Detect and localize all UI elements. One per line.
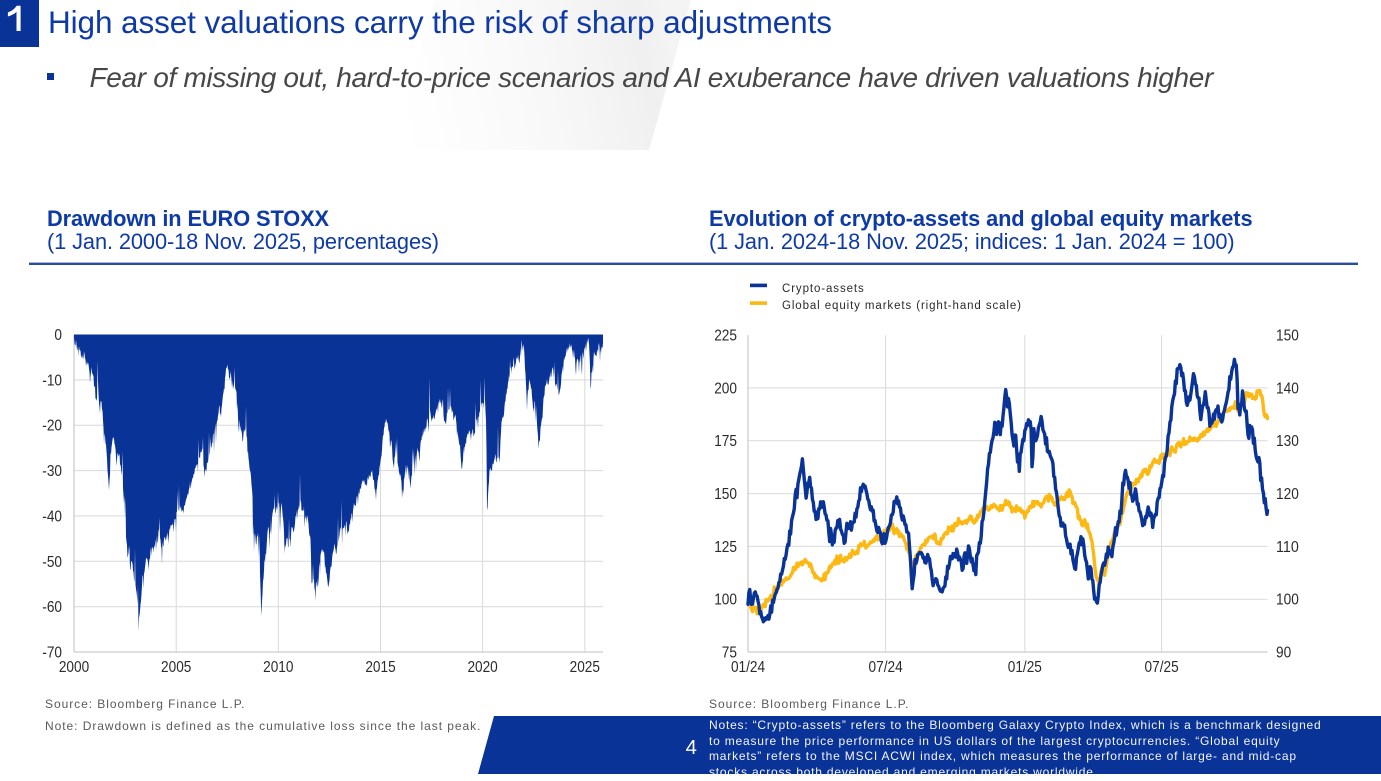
svg-text:07/25: 07/25 <box>1145 659 1179 676</box>
svg-text:225: 225 <box>714 328 737 345</box>
svg-text:75: 75 <box>722 645 737 662</box>
svg-text:110: 110 <box>1276 539 1299 556</box>
svg-text:130: 130 <box>1276 433 1299 450</box>
svg-text:2020: 2020 <box>467 659 498 676</box>
svg-text:-30: -30 <box>42 463 62 480</box>
svg-text:-70: -70 <box>42 645 62 662</box>
svg-text:175: 175 <box>714 433 737 450</box>
svg-text:2000: 2000 <box>59 659 90 676</box>
svg-text:90: 90 <box>1276 645 1292 662</box>
svg-text:-50: -50 <box>42 554 62 571</box>
svg-text:2015: 2015 <box>365 659 395 676</box>
svg-text:125: 125 <box>714 539 737 556</box>
svg-text:-40: -40 <box>42 508 62 525</box>
svg-text:07/24: 07/24 <box>869 659 903 676</box>
svg-text:140: 140 <box>1276 380 1299 397</box>
svg-text:2010: 2010 <box>263 659 294 676</box>
svg-text:-60: -60 <box>42 599 62 616</box>
svg-text:120: 120 <box>1276 486 1299 503</box>
svg-text:-20: -20 <box>42 418 62 435</box>
svg-text:100: 100 <box>1276 592 1299 609</box>
svg-text:01/24: 01/24 <box>731 659 765 676</box>
svg-text:150: 150 <box>714 486 737 503</box>
svg-text:200: 200 <box>714 380 737 397</box>
svg-text:-10: -10 <box>42 372 62 389</box>
svg-text:01/25: 01/25 <box>1008 659 1042 676</box>
svg-text:2005: 2005 <box>161 659 191 676</box>
svg-text:150: 150 <box>1276 328 1299 345</box>
svg-text:2025: 2025 <box>570 659 600 676</box>
svg-text:100: 100 <box>714 592 737 609</box>
svg-text:0: 0 <box>54 327 62 344</box>
